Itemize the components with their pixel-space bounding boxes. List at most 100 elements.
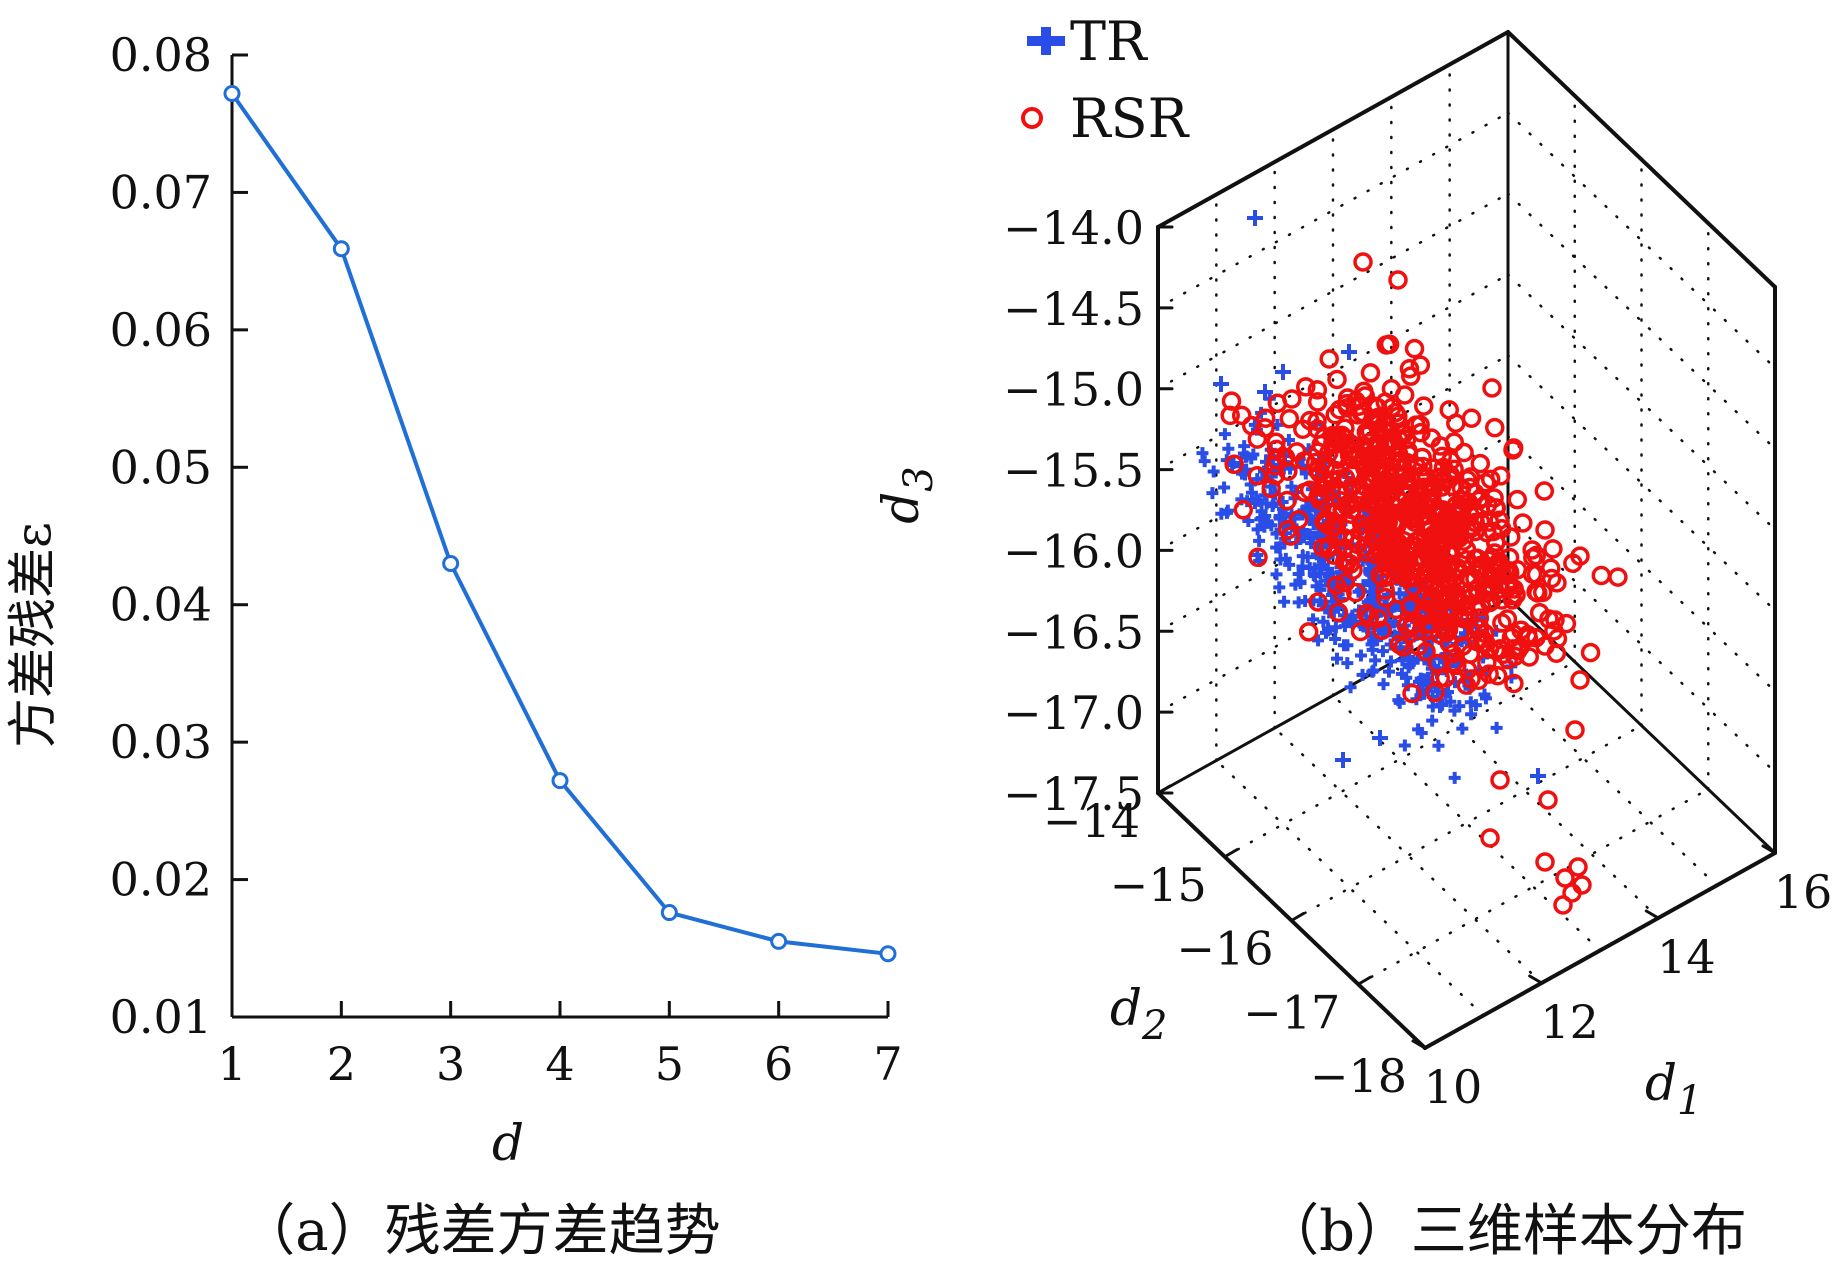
rsr-point xyxy=(1504,673,1524,694)
tr-point xyxy=(1270,527,1283,540)
tr-point xyxy=(1259,509,1272,522)
tr-point xyxy=(1344,681,1357,694)
tr-point xyxy=(1357,620,1370,633)
tr-point xyxy=(1530,768,1546,784)
tr-point xyxy=(1338,639,1351,652)
panel-a-tick-labels: 0.01 0.02 0.03 0.04 0.05 0.06 0.07 0.08 1 2 3 4 5 6 7 xyxy=(110,28,903,1091)
tr-point xyxy=(1423,620,1436,633)
grid-line xyxy=(1506,354,1777,612)
rsr-point xyxy=(1413,396,1434,416)
tr-point xyxy=(1319,626,1332,639)
rsr-point xyxy=(1440,545,1461,566)
tr-point xyxy=(1361,596,1374,609)
rsr-point xyxy=(1534,481,1555,501)
y-tick-label: −17 xyxy=(1243,985,1340,1039)
tr-point xyxy=(1307,613,1320,626)
tr-point xyxy=(1239,450,1252,463)
tr-point xyxy=(1383,665,1396,678)
rsr-point xyxy=(1425,566,1446,586)
rsr-point xyxy=(1568,857,1588,877)
tr-point xyxy=(1384,655,1397,668)
tr-point xyxy=(1303,510,1316,523)
rsr-point xyxy=(1293,419,1313,440)
tr-point xyxy=(1307,594,1320,607)
rsr-point xyxy=(1425,682,1445,703)
tr-point xyxy=(1275,364,1291,380)
tr-point xyxy=(1247,210,1263,226)
tr-point xyxy=(1417,687,1430,700)
rsr-point xyxy=(1279,408,1300,429)
tr-point xyxy=(1377,678,1390,691)
grid-line xyxy=(1273,726,1543,985)
x-tick-label: 7 xyxy=(873,1037,902,1091)
rsr-point xyxy=(1322,425,1343,446)
rsr-point xyxy=(1416,641,1436,662)
rsr-point xyxy=(1373,548,1394,568)
tr-point xyxy=(1278,595,1291,608)
rsr-point xyxy=(1267,393,1288,413)
data-point xyxy=(442,554,460,572)
y-tick-label: 0.04 xyxy=(110,578,212,632)
tr-point xyxy=(1289,578,1302,591)
data-point xyxy=(660,904,678,922)
tr-point xyxy=(1406,654,1419,667)
tr-point xyxy=(1352,585,1365,598)
tr-point xyxy=(1376,645,1389,658)
rsr-point xyxy=(1535,636,1555,656)
rsr-point xyxy=(1476,633,1496,653)
rsr-point xyxy=(1480,828,1500,848)
tr-point xyxy=(1251,494,1264,507)
tr-point xyxy=(1316,599,1329,612)
tr-point xyxy=(1309,504,1322,517)
tr-point xyxy=(1270,568,1283,581)
tr-point xyxy=(1346,616,1359,629)
tr-point xyxy=(1426,714,1439,727)
tr-point xyxy=(1363,575,1376,588)
panel-a: 0.010.020.030.040.050.060.070.081 2 3 4 5 6 7 … xyxy=(4,28,903,1264)
tr-point xyxy=(1244,478,1257,491)
rsr-point xyxy=(1411,554,1431,574)
tr-point xyxy=(1372,599,1385,612)
tr-point xyxy=(1221,504,1234,517)
tr-point xyxy=(1251,523,1264,536)
panel-b-z-axis-label: d3 xyxy=(872,466,942,523)
rsr-point xyxy=(1334,538,1354,558)
x-tick-label: 16 xyxy=(1774,865,1833,919)
legend-tr-label: TR xyxy=(1070,10,1148,73)
tr-point xyxy=(1253,534,1266,547)
y-tick-mark xyxy=(1290,912,1305,922)
rsr-point xyxy=(1416,601,1437,621)
tr-point xyxy=(1260,497,1273,510)
tr-point xyxy=(1315,559,1328,572)
box-edge xyxy=(1506,30,1777,289)
rsr-point xyxy=(1491,590,1512,610)
rsr-point xyxy=(1400,366,1421,386)
tr-point xyxy=(1213,376,1229,392)
rsr-point xyxy=(1316,513,1336,534)
rsr-point xyxy=(1224,454,1244,475)
tr-point xyxy=(1307,532,1320,545)
rsr-point xyxy=(1545,610,1565,630)
tr-point xyxy=(1196,447,1209,460)
tr-point xyxy=(1276,495,1289,508)
rsr-point xyxy=(1461,408,1482,428)
rsr-point xyxy=(1443,527,1464,547)
tr-point xyxy=(1341,657,1354,670)
grid-line xyxy=(1357,788,1710,986)
rsr-point xyxy=(1490,466,1511,486)
tr-point xyxy=(1206,487,1219,500)
tr-point xyxy=(1245,486,1258,499)
rsr-point xyxy=(1378,476,1398,496)
tr-point xyxy=(1439,687,1452,700)
rsr-point xyxy=(1350,621,1371,642)
tr-point xyxy=(1268,487,1281,500)
panel-b: −14.0 −14.5 −15.0 −15.5 −16.0 −16.5 −17.0 −17.5… xyxy=(872,10,1832,1264)
tr-point xyxy=(1254,513,1267,526)
panel-a-x-axis-label: d xyxy=(492,1114,524,1172)
grid-line xyxy=(1215,759,1485,1017)
rsr-point xyxy=(1410,466,1430,487)
rsr-point xyxy=(1388,406,1408,427)
rsr-point xyxy=(1321,479,1341,500)
rsr-point xyxy=(1447,655,1467,676)
